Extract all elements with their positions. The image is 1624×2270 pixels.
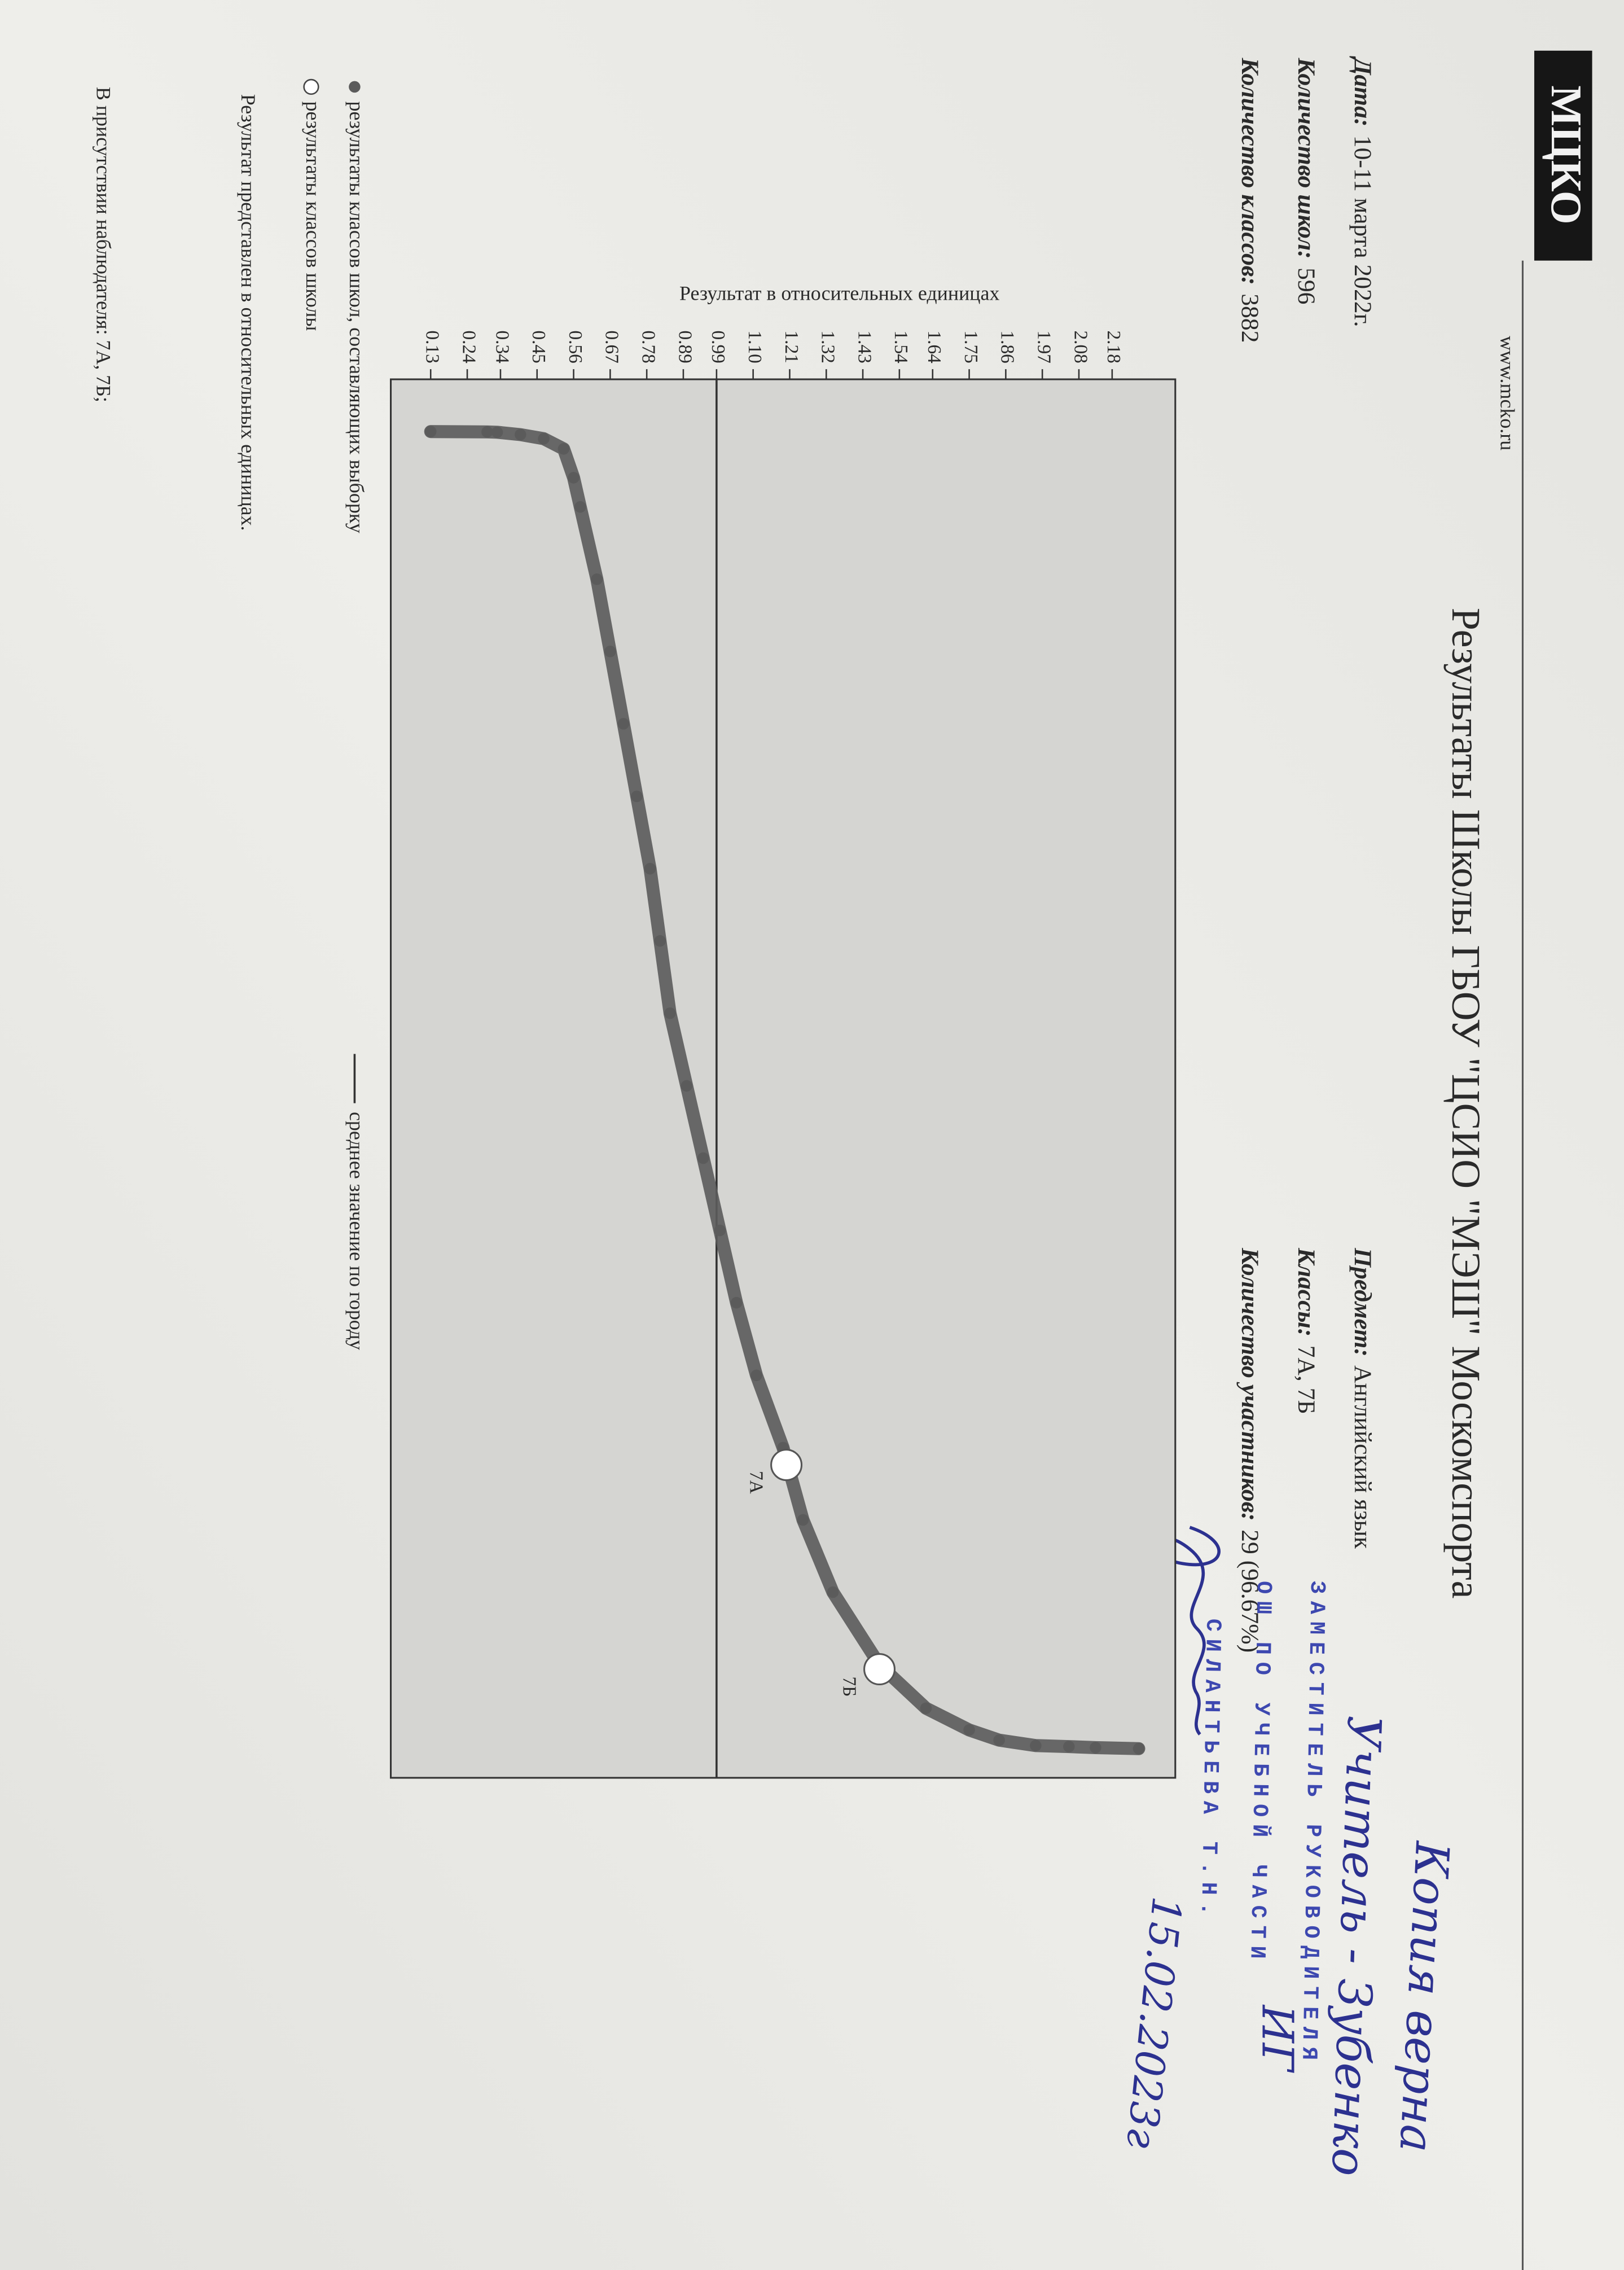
y-tick-label: 1.75 (960, 331, 981, 363)
handwritten-initials: ИГ (1252, 2004, 1302, 2074)
point (515, 428, 526, 441)
y-tick-label: 1.32 (818, 331, 839, 363)
info-row: Количество школ: 596 (1293, 58, 1320, 305)
y-tick-label: 0.56 (565, 331, 586, 363)
y-tick-label: 0.89 (674, 331, 695, 363)
logo-box (1534, 50, 1592, 261)
point (538, 433, 550, 445)
point (1133, 1742, 1145, 1755)
point (920, 1702, 932, 1714)
info-value: 29 (96.67%) (1236, 1530, 1263, 1653)
footnote: Результат представлен в относительных ед… (237, 94, 260, 531)
point (750, 1369, 762, 1382)
legend-marker (303, 78, 319, 95)
point (1030, 1739, 1042, 1752)
point (604, 646, 616, 658)
school-point (863, 1653, 896, 1686)
y-tick-label: 0.34 (491, 331, 512, 364)
y-tick-label: 0.24 (458, 331, 479, 364)
info-label: Классы: (1293, 1247, 1320, 1336)
info-row: Классы: 7А, 7Б (1293, 1247, 1320, 1414)
info-label: Дата: (1349, 56, 1376, 127)
point (714, 1224, 726, 1237)
point (1090, 1742, 1101, 1754)
y-tick-label: 0.45 (528, 331, 549, 363)
logo: МЦКО (1542, 85, 1591, 224)
point (797, 1514, 809, 1526)
y-tick-label: 1.86 (997, 331, 1018, 363)
point (654, 935, 666, 947)
info-value: 596 (1293, 268, 1320, 304)
y-tick-label: 2.18 (1103, 331, 1124, 363)
point (568, 472, 580, 484)
y-tick-label: 1.54 (890, 331, 911, 364)
point (481, 426, 493, 438)
y-tick-label: 1.43 (854, 331, 875, 363)
point (730, 1296, 743, 1309)
school-label: 7Б (839, 1676, 859, 1697)
info-label: Количество школ: (1293, 58, 1320, 259)
point (993, 1734, 1005, 1746)
stamp-line: СИЛАНТЬЕВА Т.Н. (1195, 1618, 1225, 1922)
info-label: Количество участников: (1236, 1247, 1263, 1521)
observers: В присутствии наблюдателя: 7А, 7Б; (92, 87, 115, 402)
y-tick-label: 1.64 (924, 331, 945, 364)
school-point (770, 1449, 803, 1482)
y-tick-label: 1.97 (1034, 331, 1055, 363)
y-tick-label: 0.13 (422, 331, 443, 363)
school-label: 7А (745, 1471, 766, 1494)
point (591, 573, 603, 585)
info-value: Английский язык (1349, 1365, 1376, 1549)
y-tick-label: 1.10 (744, 331, 765, 363)
point (617, 718, 630, 730)
info-row: Количество участников: 29 (96.67%) (1236, 1247, 1263, 1653)
point (424, 426, 437, 437)
legend-marker (349, 81, 361, 93)
info-value: 7А, 7Б (1293, 1346, 1320, 1414)
info-label: Количество классов: (1236, 58, 1263, 285)
plot-area (389, 378, 1177, 1779)
url: www.mcko.ru (1496, 336, 1518, 450)
info-row: Дата: 10-11 марта 2022г. (1349, 56, 1376, 327)
info-label: Предмет: (1349, 1247, 1376, 1357)
point (631, 790, 643, 803)
point (963, 1724, 975, 1736)
info-row: Количество классов: 3882 (1236, 58, 1263, 343)
point (1063, 1741, 1075, 1752)
point (827, 1586, 839, 1598)
point (491, 426, 503, 439)
point (558, 443, 570, 455)
legend-label: результаты классов школы (302, 102, 324, 331)
y-tick-label: 2.08 (1070, 331, 1091, 363)
legend-label: среднее значение по городу (345, 1112, 368, 1350)
info-value: 3882 (1236, 293, 1263, 343)
info-row: Предмет: Английский язык (1349, 1247, 1376, 1549)
info-value: 10-11 марта 2022г. (1349, 135, 1376, 327)
point (574, 501, 586, 513)
title: Результаты Школы ГБОУ "ЦСИО "МЭШ" Моском… (1443, 608, 1489, 1599)
y-axis-title: Результат в относительных единицах (679, 282, 999, 305)
point (664, 1007, 676, 1019)
point (697, 1152, 709, 1164)
signature (1154, 1526, 1221, 1736)
y-tick-label: 0.67 (602, 331, 622, 363)
point (681, 1080, 693, 1092)
legend-label: результаты классов школ, составляющих вы… (345, 102, 368, 533)
point (644, 862, 656, 875)
y-tick-label: 0.99 (708, 331, 728, 363)
y-tick-label: 1.21 (781, 331, 802, 363)
y-tick-label: 0.78 (638, 331, 659, 363)
